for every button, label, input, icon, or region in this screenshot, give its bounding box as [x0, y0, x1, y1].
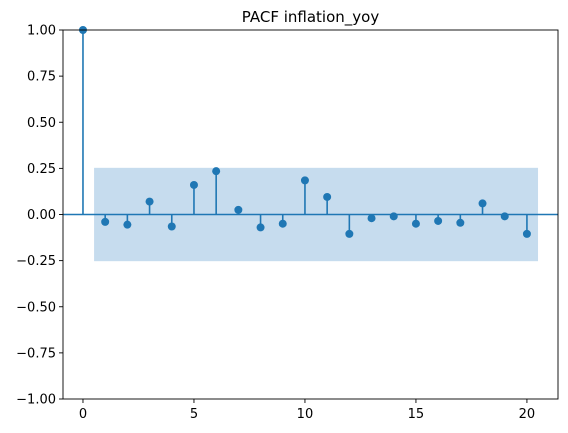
stem-marker-lag-8 — [256, 223, 265, 232]
stem-marker-lag-15 — [411, 219, 420, 228]
stem-marker-lag-20 — [522, 229, 531, 238]
stem-marker-lag-5 — [189, 180, 198, 189]
stem-marker-lag-11 — [323, 192, 332, 201]
x-tick-label: 10 — [297, 407, 314, 422]
y-tick-label: 0.00 — [27, 208, 56, 223]
stem-marker-lag-7 — [234, 205, 243, 214]
y-tick-label: −0.25 — [16, 254, 56, 269]
y-axis: −1.00 −0.75 −0.50 −0.25 0.00 0.25 0.50 0.75 1.00 — [16, 24, 63, 408]
x-axis: 0 5 10 15 20 — [79, 399, 535, 422]
y-tick-label: 0.50 — [27, 116, 56, 131]
stem-marker-lag-13 — [367, 214, 376, 223]
stem-marker-lag-10 — [300, 176, 309, 185]
chart-title: PACF inflation_yoy — [242, 8, 380, 27]
y-tick-label: −0.75 — [16, 346, 56, 361]
stem-marker-lag-16 — [434, 216, 443, 225]
stem-marker-lag-6 — [212, 167, 221, 176]
y-tick-label: 0.75 — [27, 70, 56, 85]
y-tick-label: 0.25 — [27, 162, 56, 177]
x-tick-label: 0 — [79, 407, 87, 422]
stem-marker-lag-14 — [389, 212, 398, 221]
stem-marker-lag-9 — [278, 219, 287, 228]
stem-marker-lag-2 — [123, 220, 132, 229]
stem-marker-lag-12 — [345, 229, 354, 238]
y-tick-label: −0.50 — [16, 300, 56, 315]
x-tick-label: 5 — [190, 407, 198, 422]
stem-marker-lag-17 — [456, 218, 465, 227]
y-tick-label: 1.00 — [27, 24, 56, 39]
x-tick-label: 20 — [519, 407, 536, 422]
y-tick-label: −1.00 — [16, 393, 56, 408]
stem-marker-lag-18 — [478, 199, 487, 208]
stem-marker-lag-4 — [167, 222, 176, 231]
stem-marker-lag-3 — [145, 197, 154, 206]
stem-marker-lag-19 — [500, 212, 509, 221]
stem-marker-lag-1 — [101, 217, 110, 226]
x-tick-label: 15 — [408, 407, 425, 422]
